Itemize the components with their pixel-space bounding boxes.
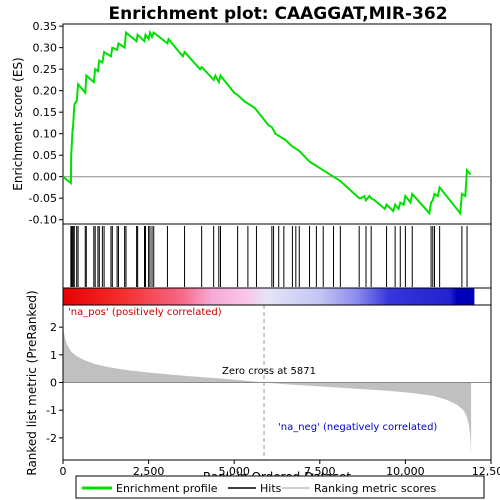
legend-enrichment-label: Enrichment profile	[116, 482, 218, 495]
zero-cross-label: Zero cross at 5871	[222, 366, 316, 377]
legend: Enrichment profile Hits Ranking metric s…	[75, 475, 485, 499]
heat-bar-segment	[357, 288, 389, 305]
heat-bar-segment	[124, 288, 184, 305]
metric-y-axis-title: Ranked list metric (PreRanked)	[25, 290, 39, 475]
heat-bar-segment	[449, 288, 458, 305]
heat-bar-segment	[268, 288, 321, 305]
legend-hits-label: Hits	[260, 482, 282, 495]
es-y-tick-label: 0.35	[33, 20, 58, 33]
ranking-heat-bar	[63, 288, 475, 305]
metric-y-tick-label: 1	[50, 349, 57, 362]
x-tick-label: 2,500	[133, 465, 165, 478]
x-tick-label: 7,500	[304, 465, 336, 478]
x-tick-label: 10,000	[386, 465, 425, 478]
enrichment-profile-line	[62, 29, 472, 216]
es-y-tick-label: 0.25	[33, 63, 58, 76]
x-tick-label: 5,000	[218, 465, 250, 478]
metric-y-tick-label: -1	[46, 404, 57, 417]
hits-panel	[62, 223, 492, 306]
metric-y-tick-label: 2	[50, 321, 57, 334]
es-y-tick-label: 0.00	[33, 171, 58, 184]
es-y-tick-label: 0.05	[33, 149, 58, 162]
metric-x-axis: 0 2,500 5,000 7,500 10,000 12,500	[60, 460, 500, 478]
es-y-tick-label: -0.05	[29, 192, 57, 205]
es-y-tick-label: 0.20	[33, 85, 58, 98]
metric-y-tick-label: -2	[46, 432, 57, 445]
legend-frame	[75, 475, 485, 499]
hit-lines	[70, 226, 468, 287]
metric-y-tick-label: 0	[50, 377, 57, 390]
heat-bar-segment	[63, 288, 126, 305]
heat-bar-segment	[210, 288, 249, 305]
enrichment-panel: -0.10 -0.05 0.00 0.05 0.10 0.15 0.20 0.25 0.30 0.…	[11, 20, 492, 227]
metric-y-axis: -2 -1 0 1 2	[46, 321, 63, 445]
metric-panel: -2 -1 0 1 2 0 2,500 5,000 7,500 10,000 12,500 'na…	[25, 290, 500, 484]
x-tick-label: 12,500	[472, 465, 500, 478]
heat-bar-segment	[319, 288, 358, 305]
x-tick-label: 0	[60, 465, 67, 478]
es-y-tick-label: 0.30	[33, 42, 58, 55]
es-y-axis-title: Enrichment score (ES)	[11, 57, 25, 190]
neg-correlated-label: 'na_neg' (negatively correlated)	[278, 422, 437, 433]
chart-title: Enrichment plot: CAAGGAT,MIR-362	[108, 4, 447, 24]
heat-bar-segment	[388, 288, 451, 305]
es-y-axis: -0.10 -0.05 0.00 0.05 0.10 0.15 0.20 0.25 0.30 0.…	[29, 20, 63, 227]
pos-correlated-label: 'na_pos' (positively correlated)	[68, 307, 222, 318]
es-y-tick-label: 0.10	[33, 128, 58, 141]
enrichment-panel-frame	[62, 23, 492, 225]
heat-bar-segment	[456, 288, 475, 305]
heat-bar-segment	[247, 288, 269, 305]
legend-metric-label: Ranking metric scores	[314, 482, 436, 495]
es-y-tick-label: 0.15	[33, 106, 58, 119]
ranking-metric-area	[63, 324, 472, 454]
es-y-tick-label: -0.10	[29, 214, 57, 227]
heat-bar-segment	[182, 288, 211, 305]
